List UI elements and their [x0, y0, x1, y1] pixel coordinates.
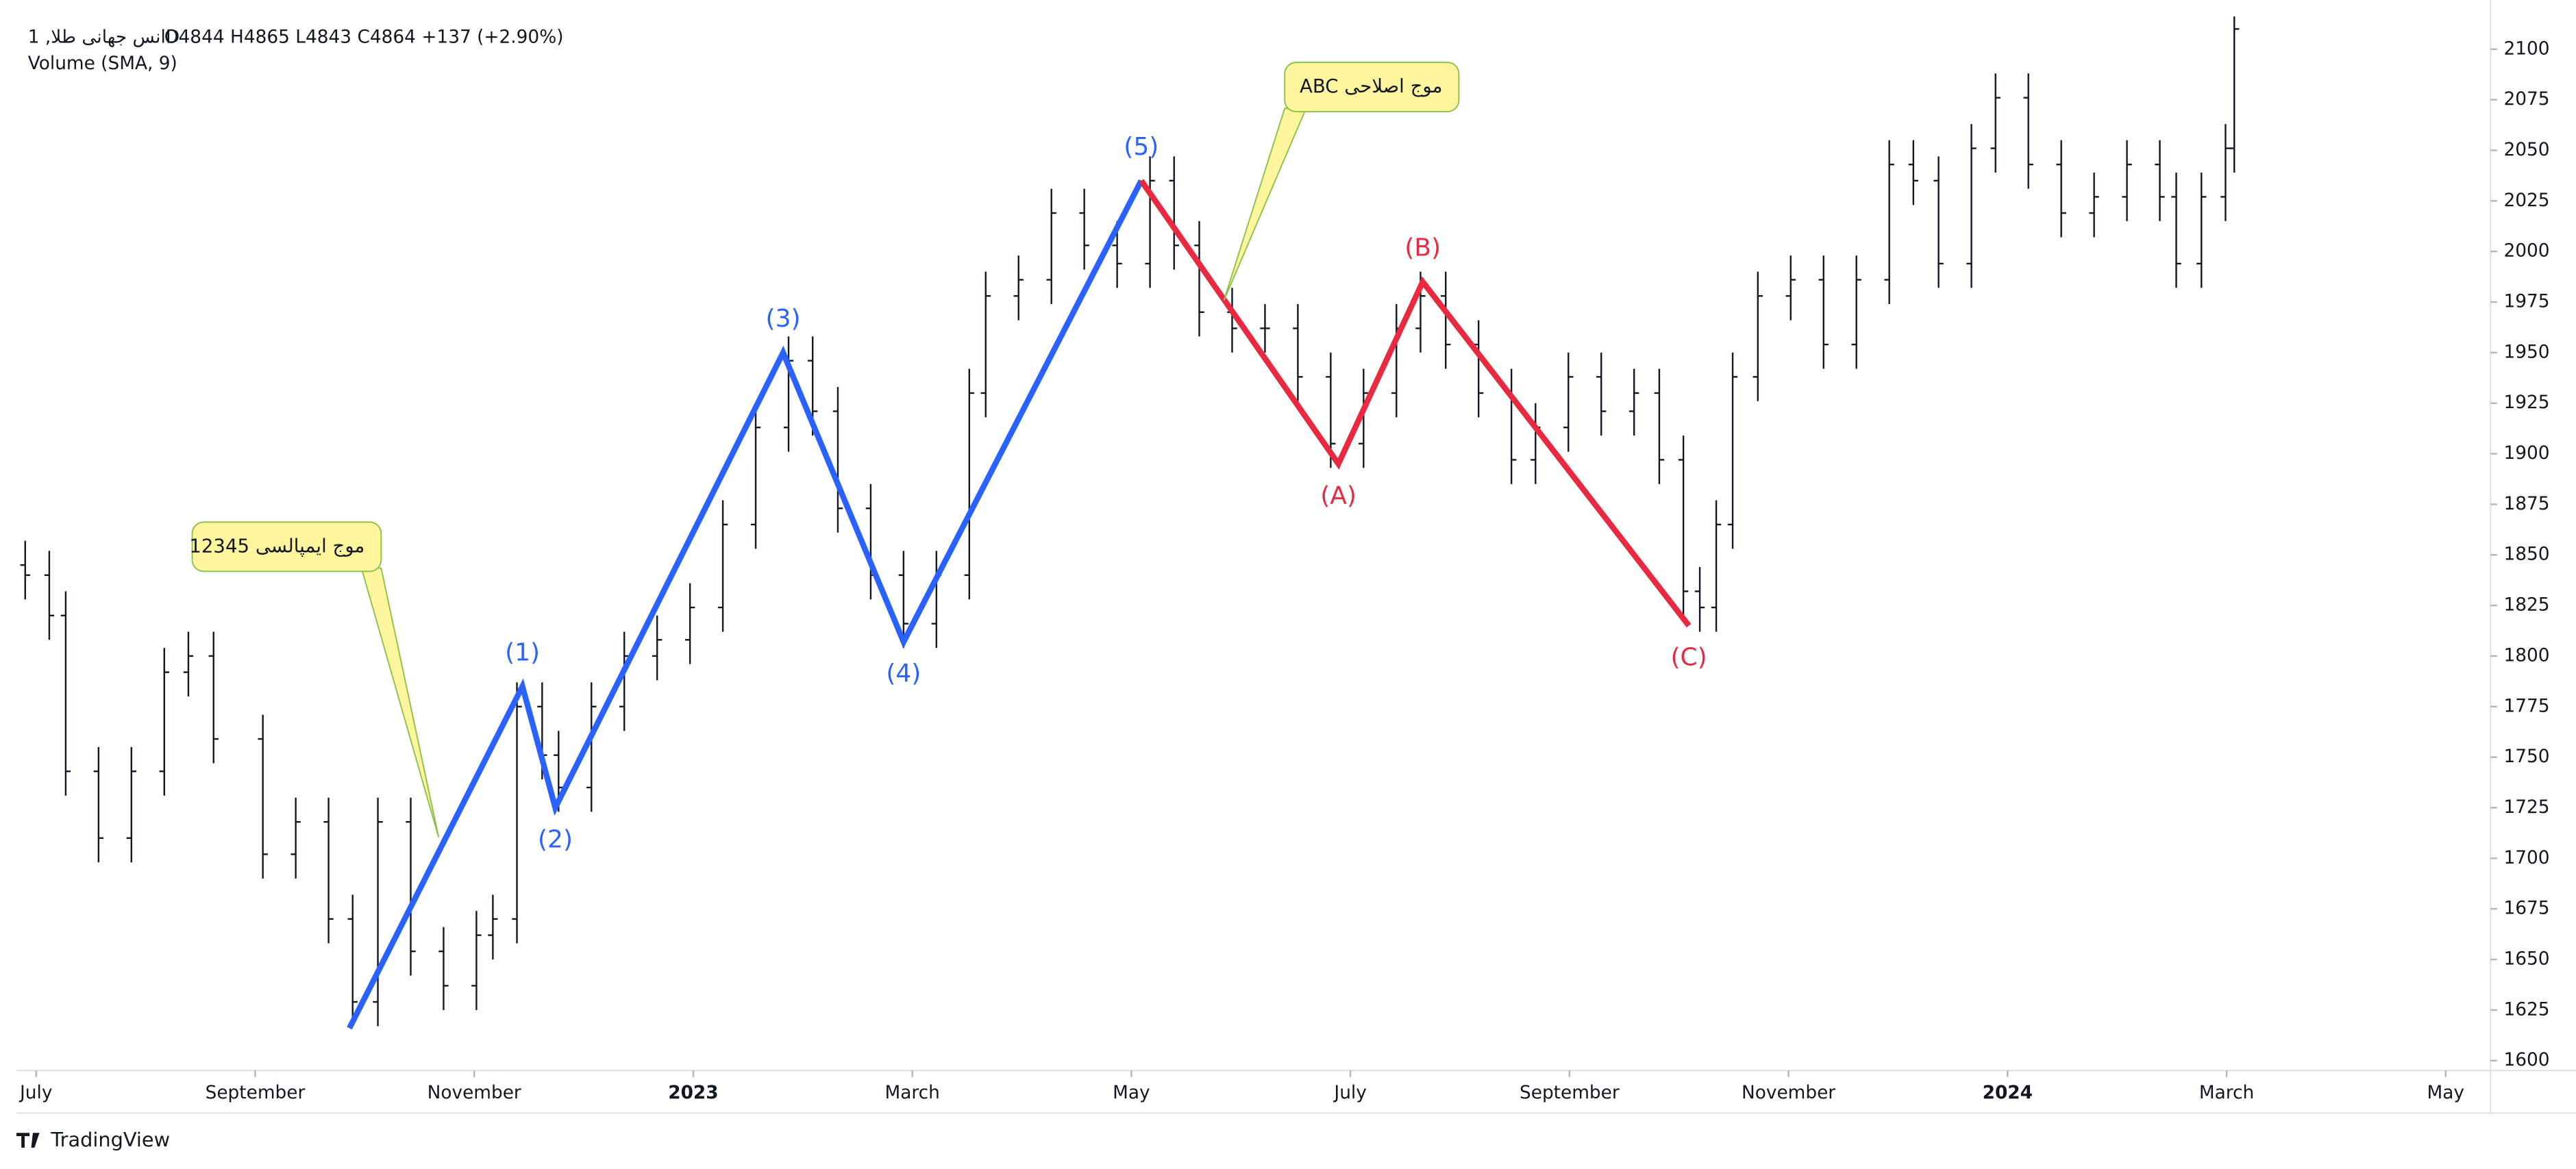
- x-tick-label: May: [2427, 1083, 2465, 1103]
- y-tick-label: 2025: [2503, 190, 2549, 211]
- y-tick-label: 1625: [2503, 999, 2549, 1020]
- x-tick-label: September: [1520, 1083, 1620, 1103]
- x-tick-label: May: [1113, 1083, 1150, 1103]
- y-tick-label: 1950: [2503, 342, 2549, 362]
- wave-label: (1): [505, 638, 540, 666]
- y-tick-label: 1850: [2503, 544, 2549, 565]
- x-tick-label: 2024: [1983, 1083, 2033, 1103]
- y-tick-label: 2050: [2503, 140, 2549, 160]
- callout: موج اصلاحی ABC: [1223, 62, 1460, 301]
- callout-text: موج اصلاحی ABC: [1300, 75, 1442, 97]
- brand-logo: [16, 1133, 40, 1148]
- y-tick-label: 1700: [2503, 848, 2549, 868]
- x-tick-label: March: [884, 1083, 939, 1103]
- ohlc-legend: O4844 H4865 L4843 C4864 +137 (+2.90%): [164, 27, 564, 48]
- x-tick-label: 2023: [668, 1083, 718, 1103]
- y-tick-label: 1600: [2503, 1050, 2549, 1070]
- y-tick-label: 1925: [2503, 392, 2549, 413]
- y-tick-label: 2075: [2503, 89, 2549, 110]
- plot-area: [16, 16, 2491, 1071]
- y-tick-label: 2000: [2503, 241, 2549, 262]
- wave-line: [1139, 179, 1692, 628]
- y-tick-label: 1775: [2503, 696, 2549, 716]
- wave-label: (4): [886, 659, 921, 688]
- y-tick-label: 1900: [2503, 443, 2549, 464]
- callout-text: موج ایمپالسی 12345: [189, 534, 364, 557]
- y-tick-label: 1975: [2503, 292, 2549, 312]
- y-tick-label: 2100: [2503, 38, 2549, 59]
- x-tick-label: March: [2199, 1083, 2254, 1103]
- symbol: انس جهانی طلا, 1D: [28, 27, 179, 48]
- x-tick-label: July: [1333, 1083, 1366, 1103]
- y-tick-label: 1750: [2503, 746, 2549, 767]
- wave-label: (3): [766, 305, 801, 333]
- wave-label: (B): [1404, 234, 1441, 262]
- y-tick-label: 1825: [2503, 595, 2549, 616]
- bars: [20, 16, 2240, 1027]
- y-tick-label: 1675: [2503, 898, 2549, 919]
- wave-line: [347, 179, 1144, 1030]
- wave-label: (5): [1124, 133, 1159, 161]
- brand: TradingView: [50, 1128, 170, 1151]
- wave-label: (A): [1320, 481, 1357, 510]
- callout: موج ایمپالسی 12345: [189, 521, 440, 838]
- waves: (1) (2) (3) (4) (5) (A) (B) (C): [347, 133, 1707, 1030]
- x-tick-label: July: [18, 1083, 52, 1103]
- x-tick-label: November: [428, 1083, 521, 1103]
- y-tick-label: 1800: [2503, 645, 2549, 666]
- x-tick-label: September: [206, 1083, 306, 1103]
- wave-label: (2): [538, 825, 573, 853]
- y-tick-label: 1725: [2503, 797, 2549, 818]
- wave-label: (C): [1671, 644, 1707, 672]
- x-tick-label: November: [1742, 1083, 1835, 1103]
- indicator: Volume (SMA, 9): [28, 53, 177, 74]
- y-tick-label: 1650: [2503, 948, 2549, 969]
- y-tick-label: 1875: [2503, 494, 2549, 514]
